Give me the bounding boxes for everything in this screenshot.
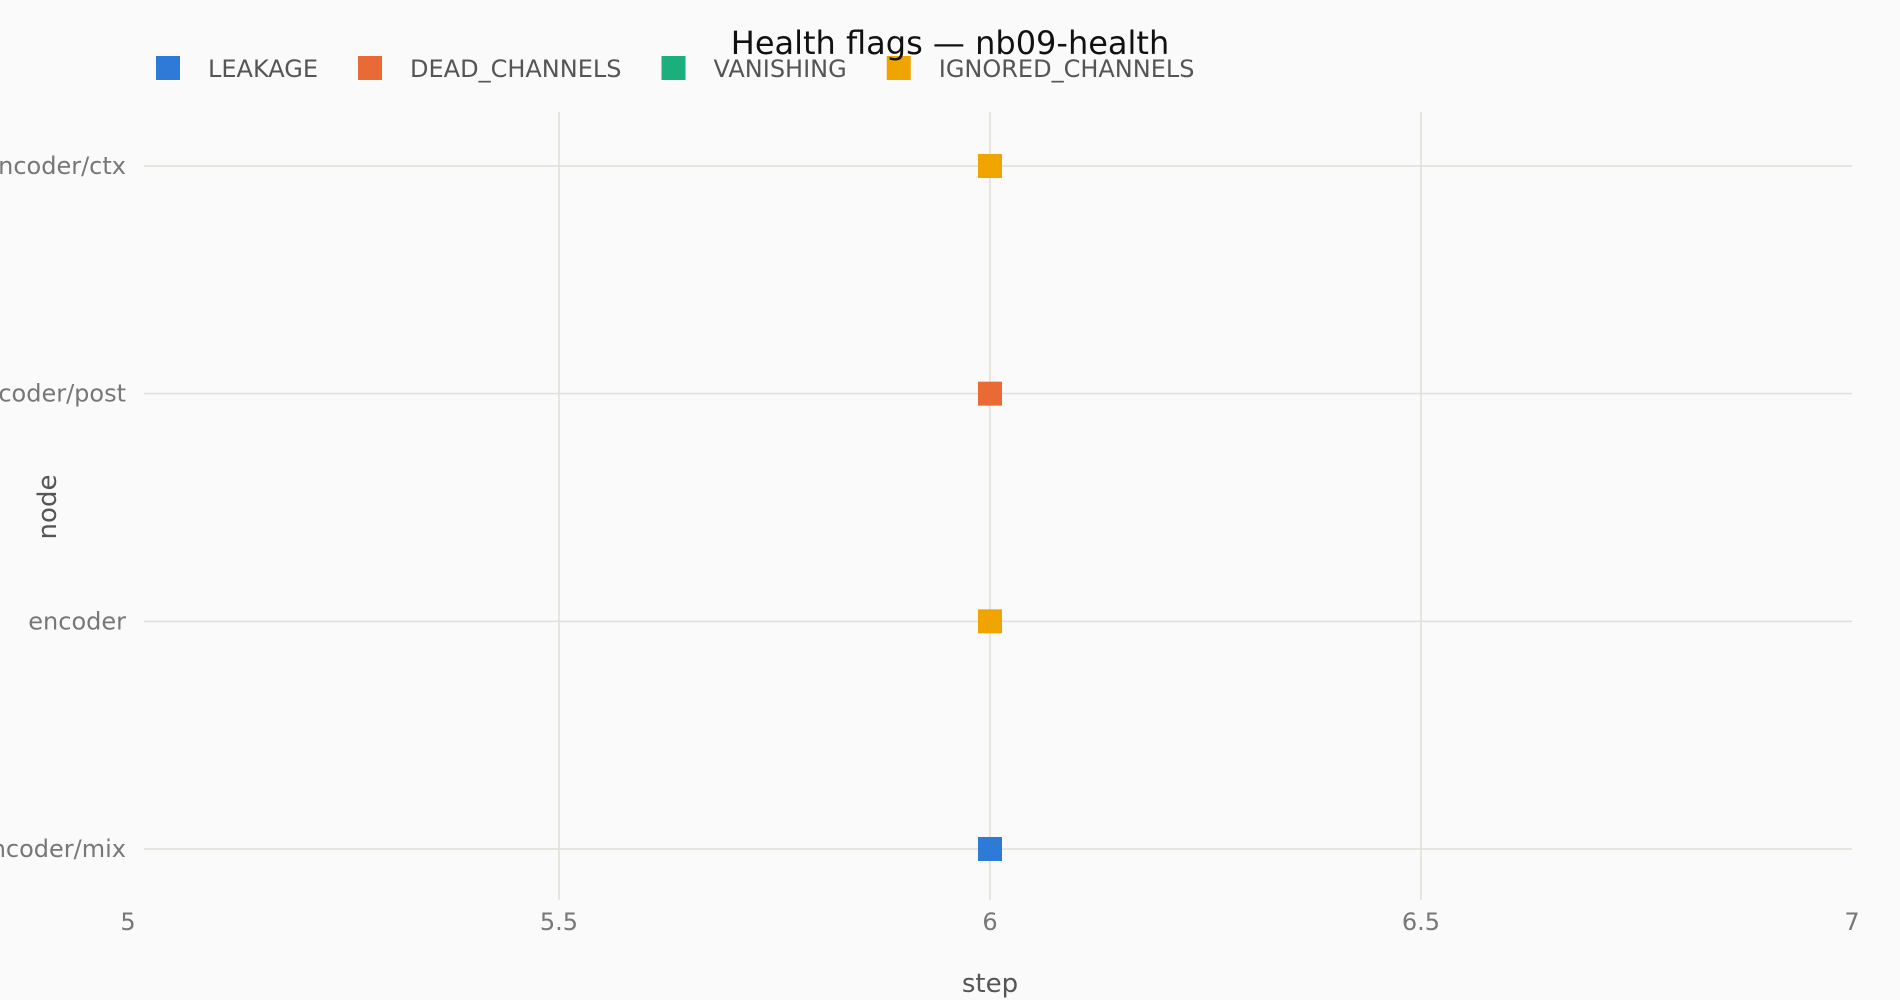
y-tick-label: encoder <box>28 607 126 635</box>
y-tick-label: encoder/post <box>0 380 126 408</box>
tick-layer: 5 5.5 6 6.5 7 encoder/ctx encoder/post encoder e… <box>0 152 1860 936</box>
x-tick-label: 6 <box>982 908 997 936</box>
marker-ignored-channels <box>978 609 1002 634</box>
marker-dead-channels <box>978 381 1002 406</box>
legend-swatch-vanishing <box>661 56 686 80</box>
legend-label-leakage: LEAKAGE <box>208 55 318 83</box>
marker-ignored-channels <box>978 154 1002 178</box>
legend-swatch-dead-channels <box>358 56 383 80</box>
y-axis-title: node <box>33 475 63 540</box>
legend-label-dead-channels: DEAD_CHANNELS <box>410 55 621 83</box>
x-axis-title: step <box>962 969 1018 999</box>
y-tick-label: encoder/ctx <box>0 152 126 180</box>
x-tick-label: 6.5 <box>1402 908 1440 936</box>
legend-label-ignored-channels: IGNORED_CHANNELS <box>939 55 1195 83</box>
legend-swatch-ignored-channels <box>886 56 911 80</box>
marker-layer <box>978 154 1002 861</box>
legend-label-vanishing: VANISHING <box>713 55 846 83</box>
x-tick-label: 5 <box>120 908 135 936</box>
legend: LEAKAGE DEAD_CHANNELS VANISHING IGNORED_CHA… <box>156 55 1194 83</box>
legend-swatch-leakage <box>156 56 180 80</box>
chart-title: Health flags — nb09-health <box>731 24 1170 62</box>
x-tick-label: 5.5 <box>540 908 578 936</box>
y-tick-label: encoder/mix <box>0 835 126 863</box>
marker-leakage <box>978 837 1002 861</box>
x-tick-label: 7 <box>1844 908 1859 936</box>
